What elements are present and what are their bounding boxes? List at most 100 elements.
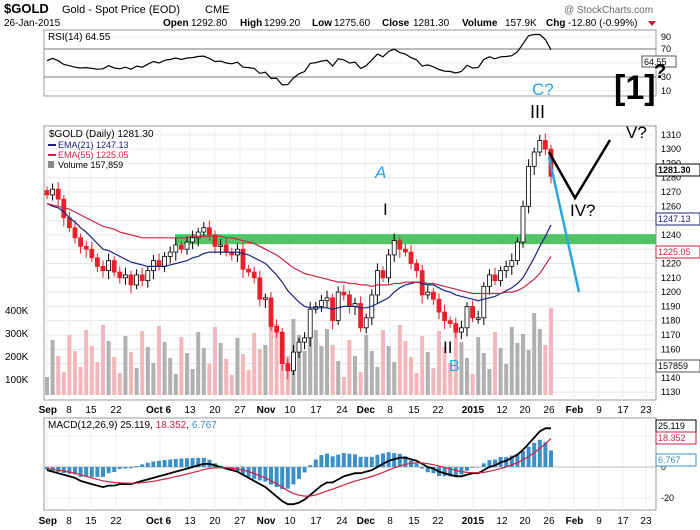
hist-value-box bbox=[655, 453, 697, 467]
volume-bar bbox=[308, 314, 313, 395]
wave-projection-black bbox=[547, 139, 612, 201]
macd-histogram-bar bbox=[162, 460, 167, 467]
candle-body bbox=[397, 240, 403, 250]
macd-histogram-bar bbox=[61, 467, 66, 473]
volume-bar bbox=[106, 341, 111, 395]
volume-bar bbox=[257, 349, 262, 395]
candle-body bbox=[44, 190, 50, 196]
close-value-box bbox=[655, 163, 700, 177]
x-tick-label: 8 bbox=[387, 516, 393, 527]
x-tick-label: 15 bbox=[408, 516, 420, 527]
volume-bar bbox=[448, 363, 453, 395]
rsi-tick-label: 10 bbox=[661, 86, 671, 96]
volume-bar bbox=[201, 348, 206, 395]
macd-line bbox=[46, 427, 551, 506]
wave-iii-label: III bbox=[530, 102, 545, 122]
candle-body bbox=[150, 260, 156, 272]
volume-bar bbox=[229, 375, 234, 395]
macd-histogram-bar bbox=[493, 459, 497, 467]
hist-value-box-text: 6.767 bbox=[658, 455, 681, 465]
candle-body bbox=[374, 270, 380, 296]
volume-bar bbox=[498, 348, 503, 395]
volume-bar bbox=[493, 332, 497, 395]
volume-bar bbox=[252, 333, 257, 395]
x-tick-label: 15 bbox=[85, 516, 97, 527]
macd-histogram-bar bbox=[179, 458, 184, 467]
volume-bar bbox=[129, 352, 133, 395]
x-tick-label: 22 bbox=[432, 405, 444, 416]
volume-bar bbox=[465, 358, 469, 395]
candle-body bbox=[162, 255, 168, 267]
macd-histogram-bar bbox=[201, 457, 206, 467]
macd-histogram-bar bbox=[453, 467, 458, 477]
candle-body bbox=[290, 351, 296, 372]
x-tick-label: 22 bbox=[110, 516, 122, 527]
x-tick-label: Dec bbox=[357, 405, 376, 416]
x-tick-label: 17 bbox=[310, 405, 322, 416]
macd-histogram-bar bbox=[543, 442, 548, 467]
volume-bar bbox=[101, 325, 105, 395]
volume-bar bbox=[157, 326, 161, 395]
macd-histogram-bar bbox=[112, 467, 117, 472]
macd-histogram-bar bbox=[364, 456, 369, 467]
macd-histogram-bar bbox=[78, 467, 83, 477]
rsi-legend: RSI(14) 64.55 bbox=[48, 32, 111, 43]
wave-1-annotation: [1] bbox=[614, 69, 656, 107]
macd-histogram-bar bbox=[425, 467, 430, 473]
candle-body bbox=[318, 300, 324, 307]
macd-histogram-bar bbox=[274, 467, 279, 488]
volume-bar bbox=[453, 326, 458, 395]
volume-bar bbox=[213, 327, 217, 395]
macd-histogram-bar bbox=[313, 459, 318, 467]
candle-body bbox=[111, 260, 117, 273]
candle-body bbox=[285, 363, 291, 372]
candle-body bbox=[83, 245, 89, 250]
volume-bar bbox=[347, 340, 352, 395]
volume-bar bbox=[89, 346, 94, 395]
candle-body bbox=[184, 241, 190, 250]
candle-body bbox=[464, 305, 470, 329]
x-tick-label: 27 bbox=[234, 516, 246, 527]
price-tick-label: 1220 bbox=[661, 259, 681, 269]
x-tick-label: 15 bbox=[85, 405, 97, 416]
ema55-value-box bbox=[655, 245, 700, 259]
candle-body bbox=[503, 265, 509, 272]
volume-bar bbox=[392, 362, 397, 395]
volume-bar bbox=[336, 361, 341, 395]
ema21-legend: EMA(21) 1247.13 bbox=[58, 140, 129, 150]
volume-bar bbox=[73, 351, 77, 395]
volume-label: Volume bbox=[462, 18, 498, 29]
volume-bar bbox=[341, 377, 346, 395]
volume-bar bbox=[425, 352, 430, 395]
x-tick-label: 13 bbox=[184, 516, 196, 527]
volume-bar bbox=[369, 351, 374, 395]
volume-value-box bbox=[655, 359, 700, 373]
candle-body bbox=[156, 260, 162, 267]
candle-body bbox=[498, 270, 504, 282]
volume-bar bbox=[134, 368, 139, 395]
volume-bar bbox=[84, 330, 89, 395]
high-value: 1299.20 bbox=[264, 18, 301, 29]
wave-ii-label: II bbox=[443, 338, 452, 357]
volume-tick-label: 200K bbox=[5, 352, 29, 363]
candle-body bbox=[173, 244, 179, 253]
x-tick-label: 20 bbox=[209, 516, 221, 527]
macd-histogram-bar bbox=[325, 453, 329, 467]
candle-body bbox=[251, 271, 257, 279]
candle-body bbox=[442, 311, 448, 322]
volume-bar bbox=[386, 346, 391, 395]
candle-body bbox=[447, 320, 453, 324]
volume-bar bbox=[45, 377, 49, 395]
x-tick-label: 9 bbox=[596, 405, 602, 416]
macd-histogram-bar bbox=[123, 467, 128, 469]
candle-body bbox=[139, 274, 145, 282]
macd-histogram-bar bbox=[291, 467, 296, 485]
grid-lines bbox=[44, 126, 656, 510]
macd-histogram-bar bbox=[448, 467, 453, 477]
price-tick-label: 1190 bbox=[661, 301, 680, 311]
volume-bar bbox=[504, 364, 509, 395]
candle-body bbox=[240, 248, 246, 270]
price-tick-label: 1300 bbox=[661, 144, 681, 154]
volume-bar bbox=[140, 331, 145, 395]
x-tick-label: 27 bbox=[234, 405, 246, 416]
